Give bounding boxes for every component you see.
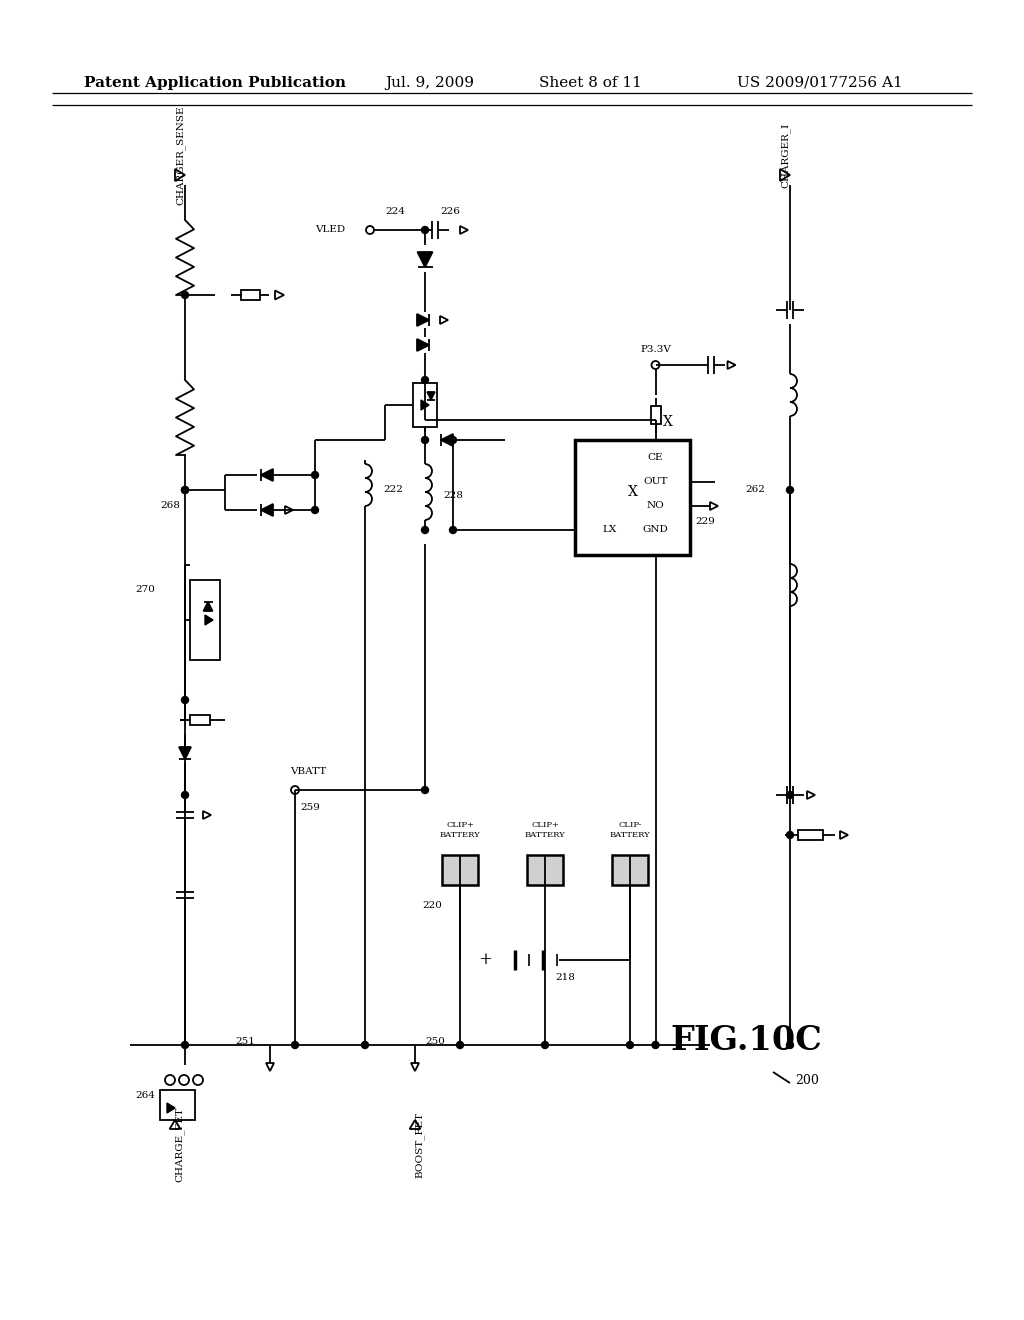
Circle shape: [542, 1041, 549, 1048]
Text: CHARGER_SENSE: CHARGER_SENSE: [175, 106, 185, 205]
Text: 250: 250: [425, 1038, 444, 1047]
Text: Patent Application Publication: Patent Application Publication: [84, 77, 346, 90]
Bar: [527, 855, 563, 884]
Polygon shape: [167, 1104, 175, 1113]
Polygon shape: [205, 615, 213, 624]
Text: 264: 264: [135, 1090, 155, 1100]
Bar: [612, 855, 648, 884]
Text: 200: 200: [795, 1073, 819, 1086]
Circle shape: [181, 292, 188, 298]
Polygon shape: [427, 392, 435, 400]
Text: OUT: OUT: [643, 478, 668, 487]
Text: GND: GND: [643, 525, 669, 535]
Text: X: X: [628, 486, 637, 499]
Circle shape: [450, 437, 457, 444]
Text: BOOST_FET: BOOST_FET: [415, 1111, 425, 1177]
Bar: [413, 383, 437, 426]
Text: 229: 229: [695, 517, 715, 527]
Text: BATTERY: BATTERY: [439, 832, 480, 840]
Text: X: X: [663, 414, 673, 429]
Circle shape: [181, 487, 188, 494]
Text: CLIP-: CLIP-: [618, 821, 642, 829]
Circle shape: [627, 1041, 634, 1048]
Circle shape: [422, 787, 428, 793]
Text: CE: CE: [648, 454, 664, 462]
Circle shape: [457, 1041, 464, 1048]
Bar: [190, 715, 210, 725]
Text: FIG.10C: FIG.10C: [670, 1023, 821, 1056]
Circle shape: [292, 1041, 299, 1048]
Bar: [190, 579, 220, 660]
Bar: [575, 440, 690, 554]
Text: VLED: VLED: [314, 226, 345, 235]
Polygon shape: [418, 252, 432, 267]
Polygon shape: [179, 747, 191, 759]
Polygon shape: [421, 400, 429, 411]
Circle shape: [311, 471, 318, 479]
Text: NO: NO: [646, 502, 665, 511]
Circle shape: [786, 1041, 794, 1048]
Text: CLIP+: CLIP+: [446, 821, 474, 829]
Text: US 2009/0177256 A1: US 2009/0177256 A1: [737, 77, 903, 90]
Circle shape: [652, 1041, 659, 1048]
Circle shape: [361, 1041, 369, 1048]
Circle shape: [786, 792, 794, 799]
Text: BATTERY: BATTERY: [609, 832, 650, 840]
Polygon shape: [417, 339, 429, 351]
Bar: [650, 407, 660, 424]
Text: 218: 218: [555, 974, 574, 982]
Text: 262: 262: [745, 486, 765, 495]
Text: 259: 259: [300, 804, 319, 813]
Text: Jul. 9, 2009: Jul. 9, 2009: [385, 77, 474, 90]
Circle shape: [786, 832, 794, 838]
Circle shape: [181, 792, 188, 799]
Polygon shape: [261, 504, 273, 516]
Polygon shape: [417, 314, 429, 326]
Text: +: +: [478, 952, 492, 969]
Bar: [442, 855, 478, 884]
Circle shape: [181, 487, 188, 494]
Text: 220: 220: [422, 900, 442, 909]
Text: CHARGER_I: CHARGER_I: [780, 123, 790, 187]
Circle shape: [422, 437, 428, 444]
Text: 228: 228: [443, 491, 463, 499]
Circle shape: [450, 527, 457, 533]
Circle shape: [422, 227, 428, 234]
Text: 270: 270: [135, 586, 155, 594]
Text: 226: 226: [440, 207, 460, 216]
Polygon shape: [204, 602, 213, 611]
Text: BATTERY: BATTERY: [524, 832, 565, 840]
Circle shape: [422, 527, 428, 533]
Circle shape: [181, 1041, 188, 1048]
Text: CLIP+: CLIP+: [531, 821, 559, 829]
Text: P3.3V: P3.3V: [640, 346, 671, 355]
Bar: [241, 290, 259, 300]
Text: 222: 222: [383, 486, 402, 495]
Text: 251: 251: [236, 1038, 255, 1047]
Text: LX: LX: [602, 525, 616, 535]
Text: 268: 268: [160, 500, 180, 510]
Polygon shape: [261, 469, 273, 480]
Text: Sheet 8 of 11: Sheet 8 of 11: [539, 77, 641, 90]
Circle shape: [181, 697, 188, 704]
Circle shape: [786, 487, 794, 494]
Text: 224: 224: [385, 207, 404, 216]
Bar: [160, 1090, 195, 1119]
Text: CHARGE_FET: CHARGE_FET: [175, 1107, 184, 1183]
Text: VBATT: VBATT: [290, 767, 327, 776]
Bar: [798, 830, 822, 840]
Circle shape: [422, 376, 428, 384]
Circle shape: [311, 507, 318, 513]
Polygon shape: [441, 434, 453, 446]
